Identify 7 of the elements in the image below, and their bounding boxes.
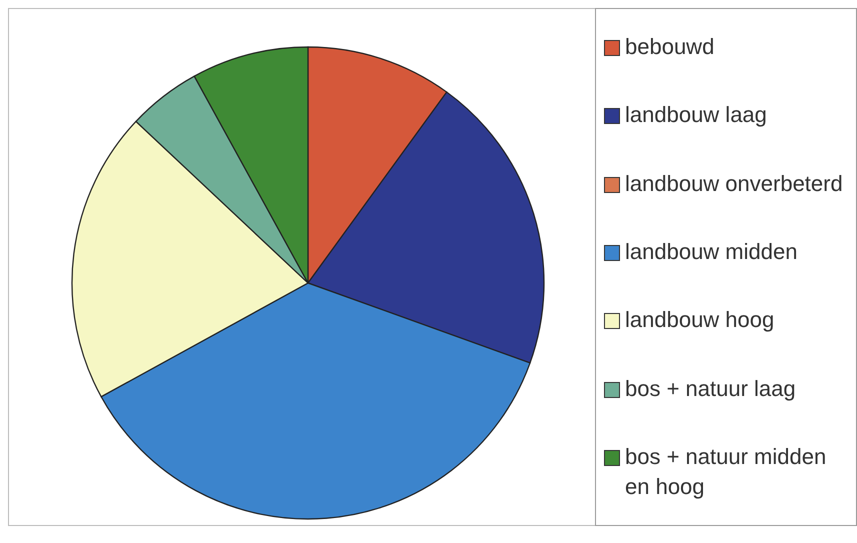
legend-label: bos + natuur midden en hoog (625, 442, 828, 501)
legend-label: landbouw onverbeterd (625, 170, 843, 198)
legend-label: bos + natuur laag (625, 374, 796, 403)
legend-label: landbouw laag (625, 101, 767, 130)
legend-label: landbouw hoog (625, 306, 774, 334)
legend-label: bebouwd (625, 33, 714, 62)
legend-label: landbouw midden (625, 238, 798, 266)
